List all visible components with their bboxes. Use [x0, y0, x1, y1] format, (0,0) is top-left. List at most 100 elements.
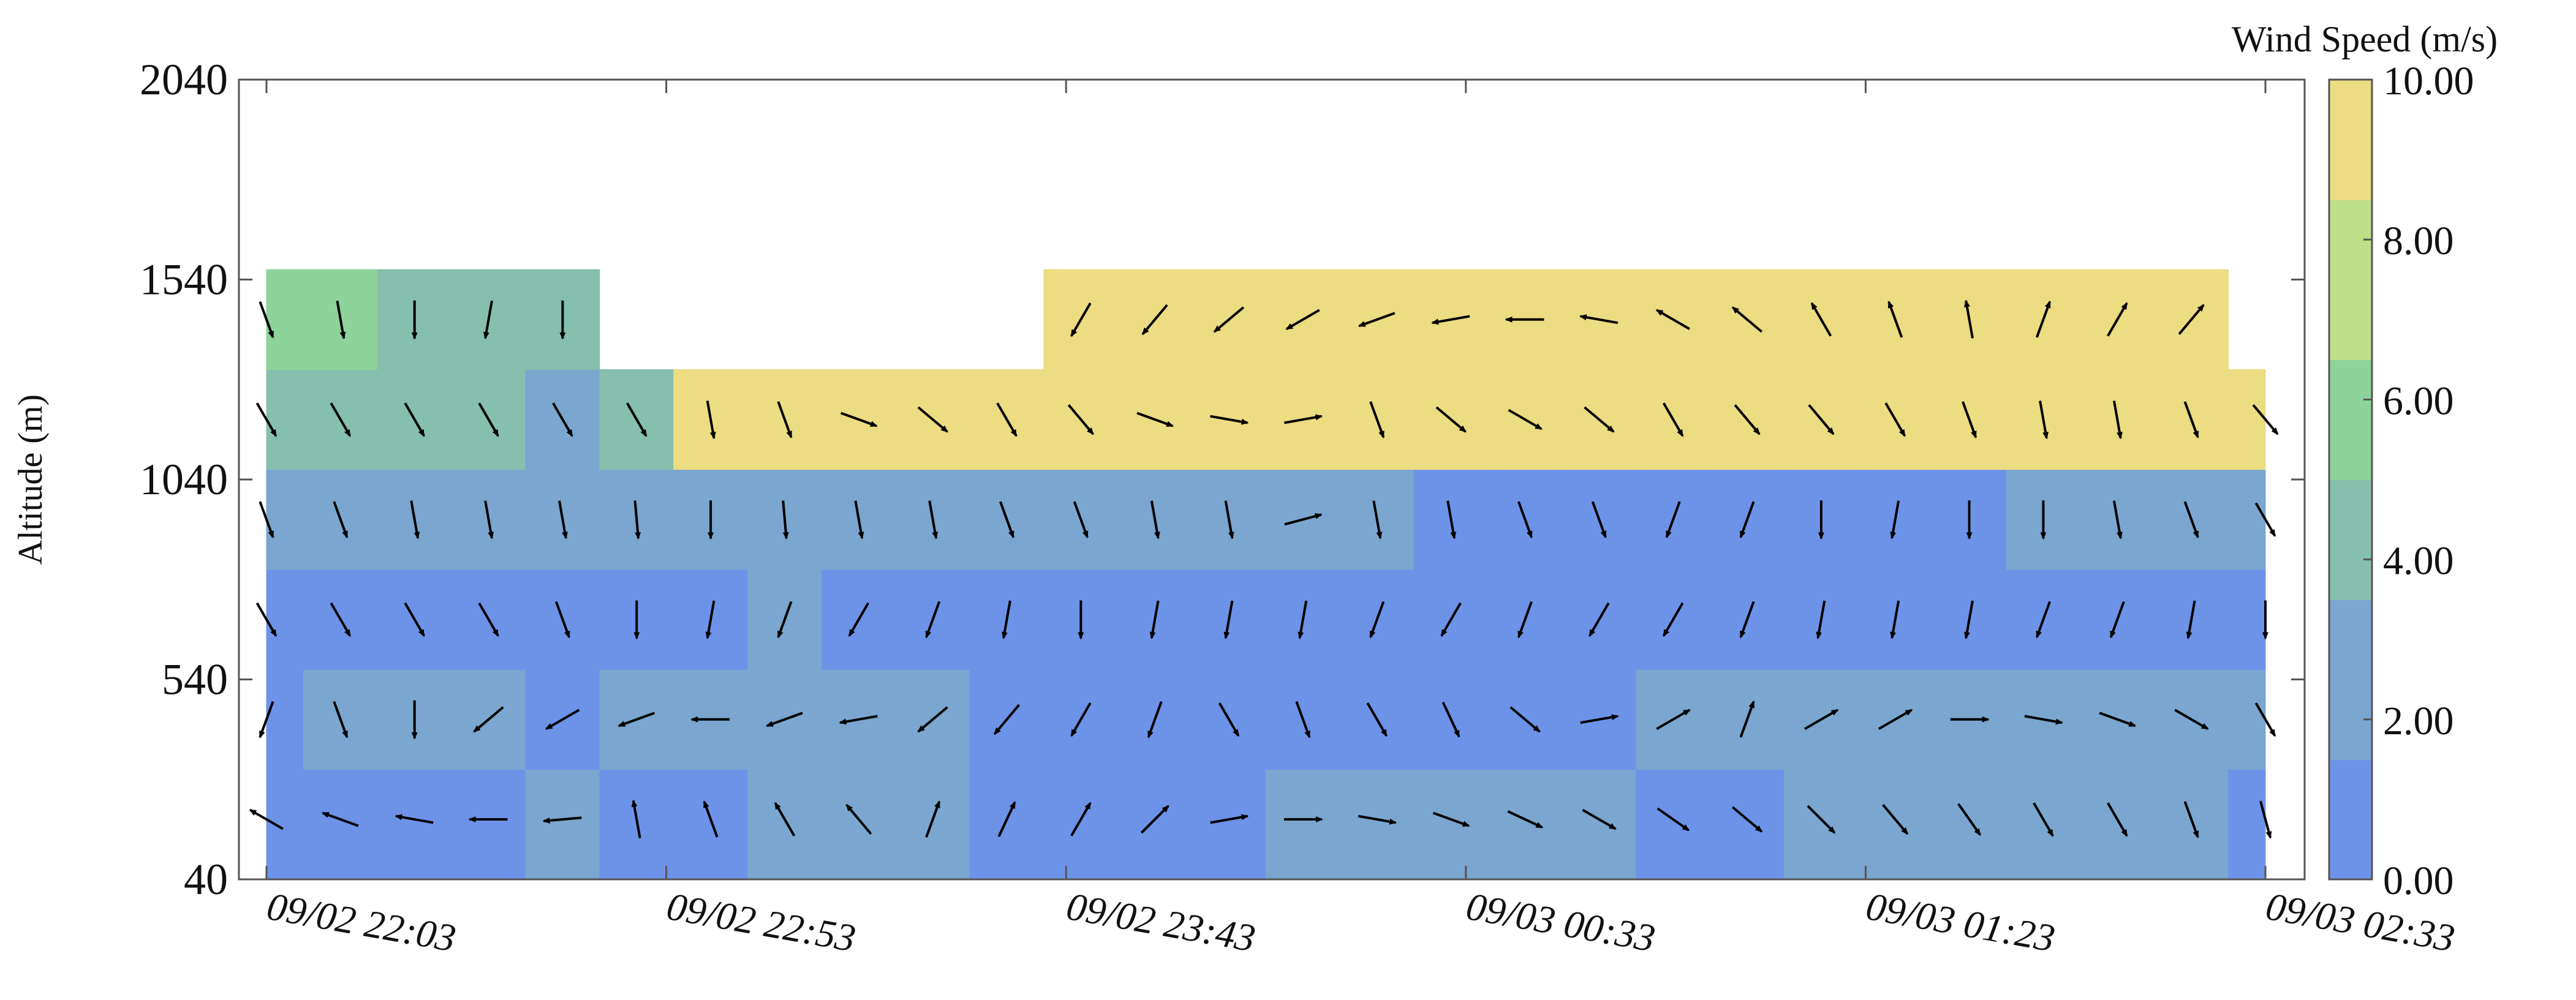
wind-vector	[321, 811, 359, 827]
contour-cell	[2228, 369, 2266, 470]
contour-cell	[2154, 769, 2229, 879]
wind-vector	[1580, 714, 1619, 724]
colorbar-title: Wind Speed (m/s)	[2232, 19, 2498, 59]
wind-vector	[1656, 807, 1690, 832]
wind-vector	[1073, 501, 1089, 539]
colorbar-tick-label: 2.00	[2383, 699, 2454, 743]
colorbar-band	[2329, 799, 2372, 840]
colorbar-band	[2329, 479, 2372, 521]
wind-vector	[1441, 701, 1460, 738]
y-tick-label: 540	[162, 655, 228, 704]
wind-vector	[404, 602, 425, 637]
wind-vector	[2183, 801, 2199, 839]
contour-cell	[1117, 769, 1193, 879]
wind-vector	[1739, 601, 1755, 639]
wind-vector	[2033, 802, 2054, 837]
colorbar-band	[2329, 439, 2372, 480]
wind-vector	[1218, 702, 1240, 737]
wind-vector	[703, 800, 719, 838]
wind-vector	[2183, 401, 2199, 439]
x-tick-label: 09/03 01:23	[1863, 884, 2058, 960]
wind-vector	[1440, 602, 1462, 637]
wind-vector	[1582, 808, 1617, 830]
wind-vector	[2035, 300, 2051, 338]
contour-cell	[266, 269, 304, 370]
wind-vector	[928, 500, 939, 539]
wind-vector	[330, 602, 352, 637]
wind-vector	[404, 402, 425, 437]
wind-vector	[782, 500, 789, 540]
wind-vector	[395, 814, 434, 824]
wind-vector	[1579, 314, 1618, 325]
wind-vector	[1067, 404, 1094, 435]
wind-vector	[1739, 501, 1755, 539]
wind-vector	[1804, 709, 1839, 731]
wind-vector	[1816, 600, 1826, 640]
contour-cell	[1413, 769, 1489, 879]
wind-vector	[255, 602, 278, 637]
wind-vector	[765, 712, 803, 727]
wind-vector	[1890, 600, 1900, 640]
wind-vector	[2112, 400, 2123, 440]
wind-vector	[1285, 309, 1320, 331]
colorbar-tick-label: 0.00	[2383, 859, 2454, 903]
wind-vector	[2178, 304, 2205, 335]
wind-vector	[1297, 600, 1308, 640]
wind-vector	[1140, 805, 1169, 834]
wind-vector	[1435, 406, 1467, 433]
contour-cell	[2228, 469, 2266, 570]
wind-vector	[330, 402, 352, 437]
wind-vector	[925, 800, 941, 838]
contour-cell	[673, 769, 749, 879]
wind-vector	[1964, 299, 1974, 339]
wind-vector	[1358, 814, 1397, 825]
y-axis-label: Altitude (m)	[12, 394, 50, 565]
wind-vector	[997, 801, 1016, 837]
wind-vector	[2252, 404, 2279, 435]
wind-vector	[1584, 406, 1615, 433]
colorbar-band	[2329, 319, 2372, 361]
wind-vector	[333, 501, 349, 539]
contour-cell	[1043, 669, 1119, 770]
wind-vector	[848, 602, 870, 637]
contour-cell	[969, 769, 1044, 879]
wind-vector	[554, 601, 570, 639]
wind-vector	[1878, 709, 1913, 731]
wind-vector	[1147, 701, 1163, 739]
contour-cell	[2228, 569, 2266, 670]
x-tick-label: 09/03 00:33	[1463, 884, 1658, 960]
contour-cell	[266, 569, 304, 670]
wind-vector	[633, 500, 641, 540]
colorbar-band	[2329, 559, 2372, 600]
colorbar-band	[2329, 80, 2372, 121]
colorbar-tick-label: 4.00	[2383, 539, 2454, 584]
wind-vector	[917, 406, 948, 433]
colorbar-band	[2329, 199, 2372, 241]
wind-vector	[999, 501, 1015, 539]
wind-vector	[839, 715, 878, 725]
colorbar-band	[2329, 399, 2372, 440]
wind-vector	[925, 601, 941, 639]
wind-vector	[1136, 412, 1174, 427]
contour-cell	[1636, 769, 1711, 879]
wind-vector	[1210, 415, 1249, 425]
wind-vector	[2039, 400, 2049, 440]
wind-vector	[1957, 803, 1982, 836]
colorbar-tick-label: 6.00	[2383, 378, 2454, 423]
wind-vector	[854, 500, 864, 539]
wind-vector	[333, 701, 349, 739]
contour-cell	[895, 769, 970, 879]
contour-cell	[2228, 669, 2266, 770]
wind-vector	[473, 706, 504, 733]
wind-vector	[1509, 706, 1541, 733]
contour-cell	[1857, 769, 1933, 879]
contour-cell	[2228, 769, 2266, 879]
wind-vector	[1432, 811, 1470, 827]
y-tick-label: 2040	[140, 55, 228, 104]
colorbar-band	[2329, 239, 2372, 280]
wind-vector	[478, 402, 499, 437]
colorbar-band	[2329, 359, 2372, 400]
wind-vector	[542, 816, 582, 824]
contour-cell	[451, 769, 526, 879]
